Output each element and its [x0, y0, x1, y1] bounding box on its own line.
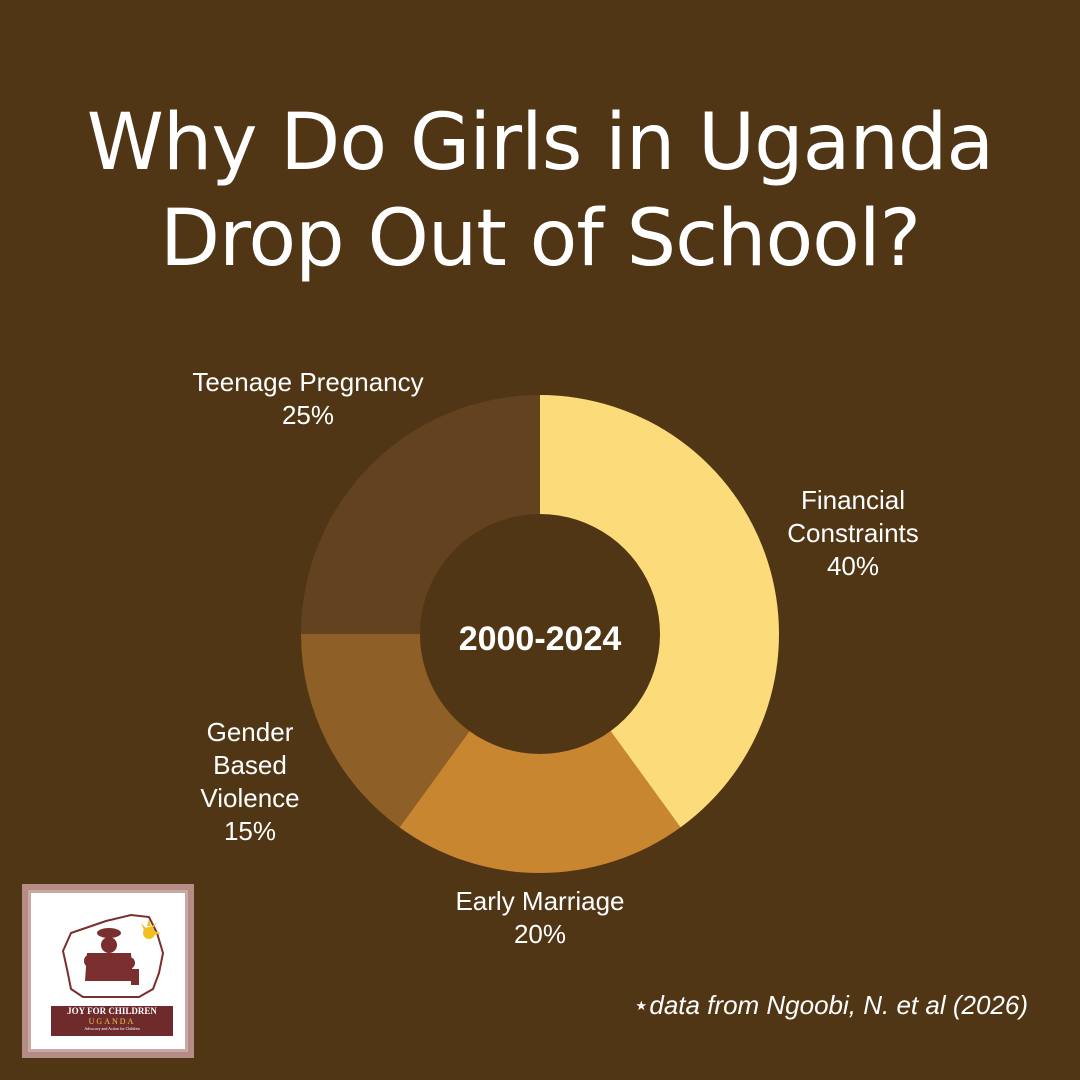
slice-label-text: Gender — [206, 717, 294, 747]
slice-label-text: Teenage Pregnancy — [192, 367, 424, 397]
donut-slice-financial-constraints — [540, 395, 779, 828]
logo-frame: JOY FOR CHILDREN UGANDA Advocacy and Act… — [28, 890, 188, 1052]
slice-label-value: 40% — [826, 551, 880, 581]
slice-label-financial-constraints: Financial Constraints 40% — [758, 484, 948, 583]
slice-label-early-marriage: Early Marriage 20% — [390, 885, 690, 951]
donut-slice-gender-based-violence — [301, 634, 470, 828]
joy-for-children-logo: JOY FOR CHILDREN UGANDA Advocacy and Act… — [22, 884, 194, 1058]
source-note: ⋆data from Ngoobi, N. et al (2026) — [633, 990, 1028, 1020]
donut-slice-teenage-pregnancy — [301, 395, 540, 634]
center-period-label: 2000-2024 — [458, 620, 622, 658]
slice-label-text: Financial — [800, 485, 906, 515]
slice-label-teenage-pregnancy: Teenage Pregnancy 25% — [158, 366, 458, 432]
page-title: Why Do Girls in Uganda Drop Out of Schoo… — [0, 95, 1080, 287]
logo-line-2: UGANDA — [88, 1017, 136, 1026]
slice-label-text: Early Marriage — [455, 886, 625, 916]
slice-label-text: Based — [213, 750, 287, 780]
slice-label-text: Violence — [200, 783, 300, 813]
slice-label-value: 25% — [281, 400, 335, 430]
logo-text-band: JOY FOR CHILDREN UGANDA Advocacy and Act… — [51, 1006, 173, 1036]
logo-emblem-icon — [61, 913, 165, 998]
slice-label-text: Constraints — [787, 518, 919, 548]
title-line-1: Why Do Girls in Uganda — [86, 98, 994, 188]
title-line-2: Drop Out of School? — [160, 194, 921, 284]
slice-label-value: 20% — [513, 919, 567, 949]
slice-label-gender-based-violence: Gender Based Violence 15% — [170, 716, 330, 848]
logo-line-1: JOY FOR CHILDREN — [67, 1006, 157, 1016]
logo-line-3: Advocacy and Action for Children — [84, 1026, 140, 1031]
slice-label-value: 15% — [223, 816, 277, 846]
donut-slice-early-marriage — [399, 731, 681, 873]
